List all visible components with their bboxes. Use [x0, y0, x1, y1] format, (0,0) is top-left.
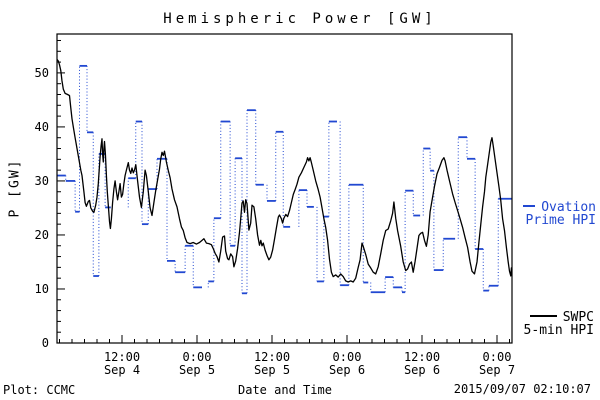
x-tick-date-label: Sep 5 — [254, 363, 290, 377]
legend-swpc-name: SWPC — [562, 310, 594, 325]
x-tick-date-label: Sep 6 — [329, 363, 365, 377]
x-tick-date-label: Sep 7 — [479, 363, 515, 377]
plot-border — [56, 33, 513, 344]
y-tick-label: 50 — [35, 66, 49, 80]
legend-ovation-name: Ovation — [541, 200, 596, 215]
legend-swpc: SWPC 5-min HPI — [524, 311, 594, 337]
x-tick-time-label: 12:00 — [104, 350, 140, 364]
x-tick-time-label: 12:00 — [404, 350, 440, 364]
y-tick-label: 30 — [35, 174, 49, 188]
y-tick-label: 20 — [35, 228, 49, 242]
y-axis-tick-labels: 0 10 20 30 40 50 — [35, 66, 49, 350]
ovation-prime-series — [57, 64, 512, 295]
legend-ovation-name2: Prime HPI — [525, 213, 596, 228]
x-tick-time-label: 0:00 — [183, 350, 212, 364]
ovation-line-sample-icon — [523, 205, 536, 207]
plot-credit: Plot: CCMC — [3, 383, 76, 397]
x-tick-time-label: 0:00 — [483, 350, 512, 364]
y-axis-ticks — [57, 39, 65, 333]
swpc-line-sample-icon — [529, 315, 557, 317]
x-tick-date-label: Sep 5 — [179, 363, 215, 377]
chart-title: Hemispheric Power [GW] — [163, 11, 437, 27]
y-tick-label: 40 — [35, 120, 49, 134]
swpc-hpi-line — [56, 58, 513, 283]
y-tick-label: 10 — [35, 282, 49, 296]
x-tick-date-label: Sep 4 — [104, 363, 140, 377]
plot-timestamp: 2015/09/07 02:10:07 — [453, 382, 591, 396]
y-tick-label: 0 — [42, 336, 49, 350]
legend-swpc-name2: 5-min HPI — [523, 323, 594, 338]
legend-swpc-line1: SWPC — [524, 311, 594, 324]
legend-ovation-line1: Ovation — [523, 201, 596, 214]
legend-ovation: Ovation Prime HPI — [523, 201, 596, 227]
x-axis-ticks — [59, 335, 510, 343]
x-tick-time-label: 12:00 — [254, 350, 290, 364]
x-tick-time-label: 0:00 — [333, 350, 362, 364]
x-axis-title: Date and Time — [238, 383, 332, 397]
x-tick-date-label: Sep 6 — [404, 363, 440, 377]
